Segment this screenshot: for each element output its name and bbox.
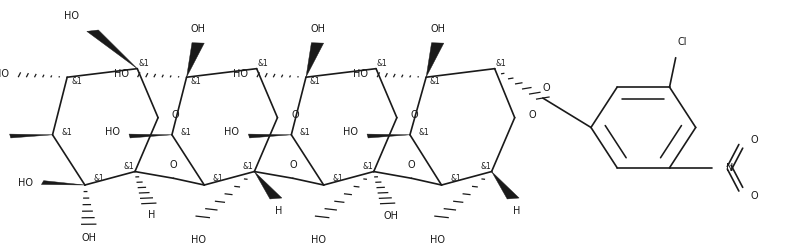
Text: HO: HO <box>64 11 79 21</box>
Text: &1: &1 <box>123 162 134 171</box>
Text: OH: OH <box>430 24 445 34</box>
Text: HO: HO <box>0 69 9 79</box>
Text: HO: HO <box>114 69 129 79</box>
Polygon shape <box>367 134 410 138</box>
Text: Cl: Cl <box>677 37 687 47</box>
Text: &1: &1 <box>332 174 343 184</box>
Text: OH: OH <box>384 211 399 221</box>
Text: &1: &1 <box>450 174 461 184</box>
Text: &1: &1 <box>94 174 104 184</box>
Text: HO: HO <box>354 69 369 79</box>
Polygon shape <box>491 172 519 199</box>
Polygon shape <box>248 134 292 138</box>
Text: H: H <box>149 210 156 220</box>
Text: O: O <box>292 110 299 120</box>
Text: N: N <box>725 163 733 173</box>
Text: HO: HO <box>17 178 32 188</box>
Polygon shape <box>306 43 324 77</box>
Text: HO: HO <box>105 127 119 137</box>
Text: &1: &1 <box>181 128 191 137</box>
Text: &1: &1 <box>138 59 149 68</box>
Text: &1: &1 <box>310 77 321 86</box>
Text: OH: OH <box>191 24 206 34</box>
Text: OH: OH <box>81 233 96 243</box>
Text: O: O <box>408 160 415 170</box>
Text: &1: &1 <box>213 174 223 184</box>
Text: O: O <box>528 110 536 120</box>
Text: H: H <box>275 206 283 216</box>
Polygon shape <box>186 43 204 77</box>
Polygon shape <box>129 134 172 138</box>
Text: &1: &1 <box>258 59 268 68</box>
Text: O: O <box>170 160 178 170</box>
Text: HO: HO <box>430 235 445 245</box>
Polygon shape <box>86 30 138 69</box>
Text: &1: &1 <box>430 77 441 86</box>
Polygon shape <box>9 134 53 138</box>
Text: HO: HO <box>233 69 248 79</box>
Text: H: H <box>512 206 520 216</box>
Text: OH: OH <box>310 24 325 34</box>
Text: O: O <box>751 191 758 201</box>
Text: &1: &1 <box>243 162 254 171</box>
Text: &1: &1 <box>480 162 490 171</box>
Text: O: O <box>172 110 179 120</box>
Polygon shape <box>426 43 444 77</box>
Text: O: O <box>751 134 758 144</box>
Text: HO: HO <box>310 235 325 245</box>
Text: &1: &1 <box>299 128 310 137</box>
Text: &1: &1 <box>418 128 429 137</box>
Text: HO: HO <box>191 235 207 245</box>
Text: &1: &1 <box>362 162 373 171</box>
Text: &1: &1 <box>61 128 72 137</box>
Text: O: O <box>411 110 418 120</box>
Text: HO: HO <box>224 127 239 137</box>
Text: O: O <box>289 160 296 170</box>
Text: O: O <box>543 83 550 93</box>
Polygon shape <box>255 172 282 199</box>
Text: &1: &1 <box>71 77 82 86</box>
Text: &1: &1 <box>190 77 201 86</box>
Text: HO: HO <box>343 127 358 137</box>
Text: &1: &1 <box>376 59 387 68</box>
Polygon shape <box>42 181 85 185</box>
Text: &1: &1 <box>495 59 506 68</box>
